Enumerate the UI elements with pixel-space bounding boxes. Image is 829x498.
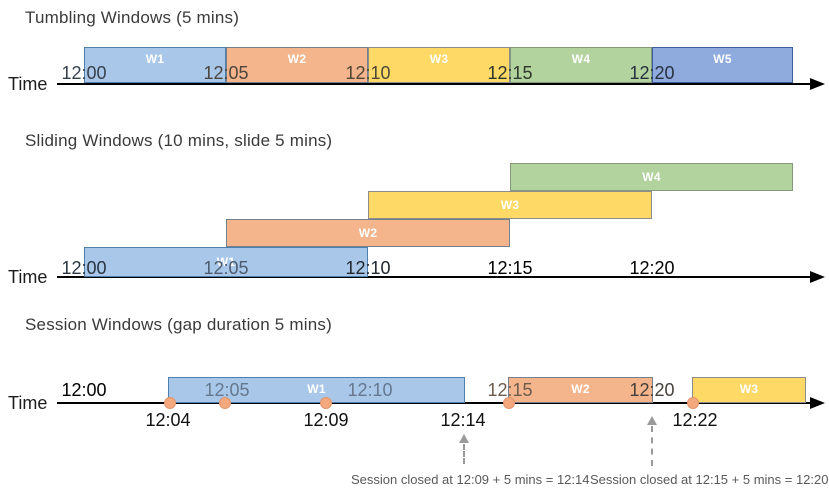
- event-time-label: 12:14: [440, 410, 486, 430]
- window-bar-label: W3: [500, 198, 520, 212]
- window-bar-label: W4: [571, 52, 591, 66]
- window-bar-w2: W2: [226, 47, 368, 83]
- tick-label: 12:10: [345, 63, 391, 83]
- time-axis-label: Time: [8, 74, 48, 94]
- event-dot: [164, 397, 176, 409]
- time-axis-label: Time: [8, 393, 48, 413]
- window-bar-label: W2: [287, 52, 307, 66]
- event-dot: [503, 397, 515, 409]
- window-bar-label: W4: [642, 170, 661, 184]
- window-bar-label: W1: [216, 255, 236, 269]
- timeline-axis: [57, 83, 812, 85]
- window-bar-label: W2: [358, 226, 378, 240]
- tick-label: 12:10: [347, 380, 393, 400]
- event-dot: [320, 397, 332, 409]
- tick-label: 12:00: [61, 380, 107, 400]
- window-bar-label: W1: [307, 382, 326, 396]
- timeline-axis: [57, 276, 812, 278]
- session-closed-annotation: Session closed at 12:15 + 5 mins = 12:20: [590, 472, 829, 487]
- timeline-arrowhead-icon: [810, 271, 825, 283]
- window-bar-w1: W1: [84, 47, 226, 83]
- window-bar-w4: W4: [510, 163, 793, 191]
- event-time-label: 12:22: [672, 410, 718, 430]
- event-time-label: 12:04: [145, 410, 191, 430]
- window-bar-w4: W4: [510, 47, 652, 83]
- window-bar-label: W3: [739, 382, 759, 396]
- tick-label: 12:00: [61, 258, 107, 278]
- tumbling-section-title: Tumbling Windows (5 mins): [25, 8, 240, 27]
- window-bar-w1: W1: [84, 247, 368, 277]
- tick-label: 12:05: [204, 380, 250, 400]
- tick-label: 12:20: [629, 63, 675, 83]
- window-bar-w3: W3: [368, 191, 652, 219]
- event-dot: [687, 397, 699, 409]
- window-bar-label: W1: [145, 52, 165, 66]
- dashed-arrow-line: [463, 444, 465, 464]
- tick-label: 12:05: [203, 258, 249, 278]
- window-bar-w5: W5: [652, 47, 793, 83]
- session-closed-annotation: Session closed at 12:09 + 5 mins = 12:14: [351, 472, 590, 487]
- tick-label: 12:00: [61, 63, 107, 83]
- window-bar-w3: W3: [692, 377, 806, 403]
- window-bar-w2: W2: [226, 219, 510, 247]
- dashed-arrowhead-icon: [459, 434, 469, 443]
- timeline-arrowhead-icon: [810, 397, 825, 409]
- tick-label: 12:05: [203, 63, 249, 83]
- event-time-label: 12:09: [303, 410, 349, 430]
- time-axis-label: Time: [8, 267, 48, 287]
- window-bar-w2: W2: [508, 377, 653, 403]
- timeline-arrowhead-icon: [810, 78, 825, 90]
- window-bar-label: W5: [713, 52, 732, 66]
- window-bar-w1: W1: [168, 377, 465, 403]
- tick-label: 12:15: [487, 63, 533, 83]
- tick-label: 12:15: [487, 380, 533, 400]
- window-bar-label: W2: [571, 382, 590, 396]
- event-dot: [219, 397, 231, 409]
- session-section-title: Session Windows (gap duration 5 mins): [25, 315, 332, 334]
- window-bar-label: W3: [429, 52, 449, 66]
- tick-label: 12:10: [345, 258, 391, 278]
- dashed-arrowhead-icon: [647, 416, 657, 425]
- timeline-axis: [57, 402, 812, 404]
- dashed-arrow-line: [651, 426, 653, 466]
- tick-label: 12:15: [487, 258, 533, 278]
- sliding-section-title: Sliding Windows (10 mins, slide 5 mins): [25, 131, 333, 150]
- tick-label: 12:20: [629, 380, 675, 400]
- tick-label: 12:20: [629, 258, 675, 278]
- window-bar-w3: W3: [368, 47, 510, 83]
